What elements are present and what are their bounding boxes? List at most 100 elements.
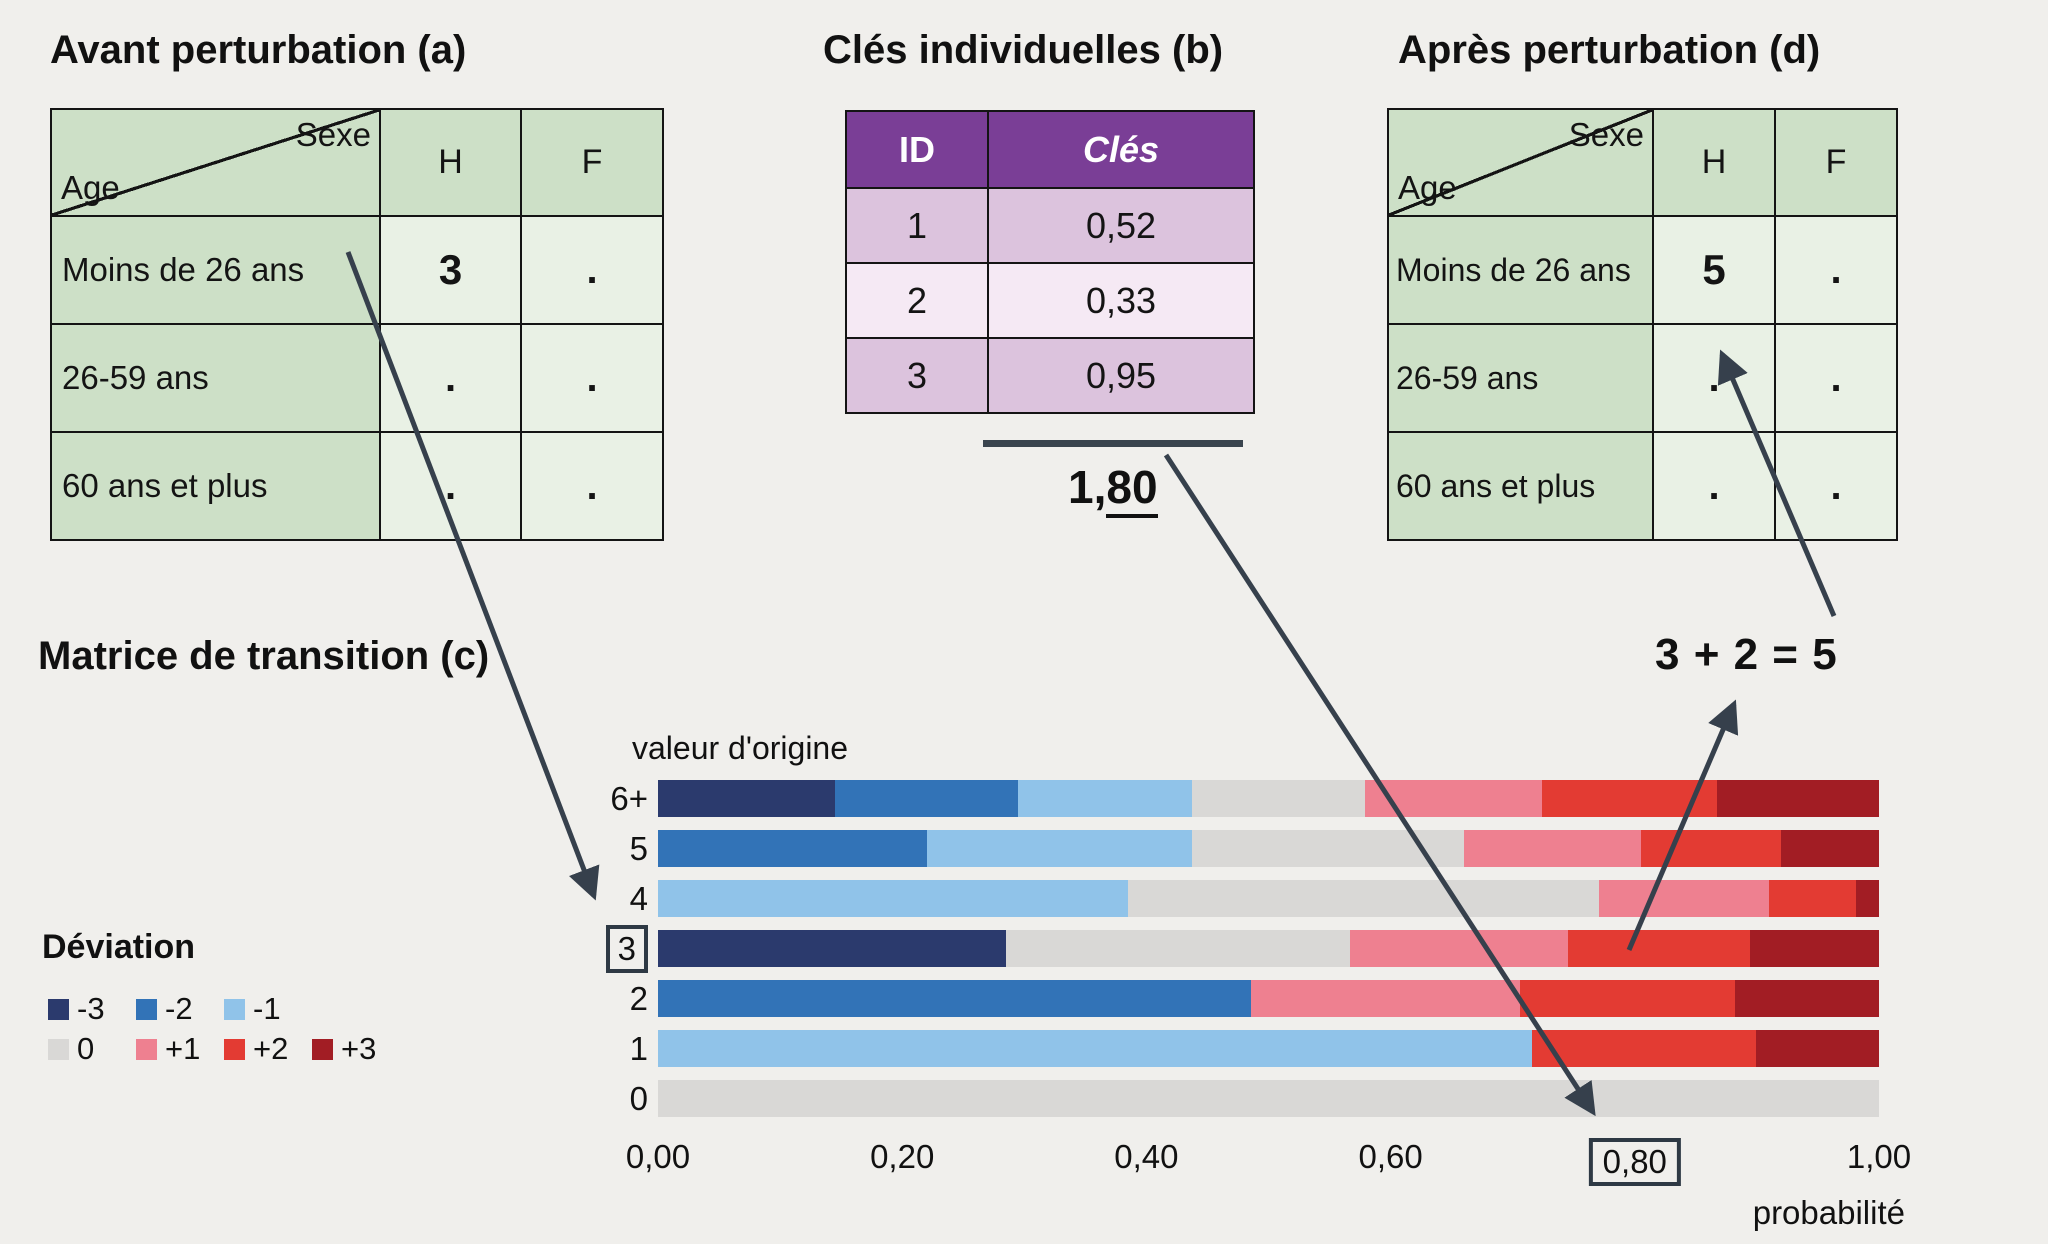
- row-label-text: 5: [629, 829, 648, 867]
- col-header-h: H: [1652, 108, 1776, 217]
- x-tick-0,60: 0,60: [1358, 1138, 1422, 1176]
- bar-segment-dev+3: [1781, 830, 1879, 867]
- cell-id-1: 1: [845, 187, 989, 264]
- col-header-h: H: [379, 108, 522, 217]
- bar-row-label-4: 4: [553, 875, 648, 922]
- title-matrice-transition: Matrice de transition (c): [38, 634, 490, 678]
- legend-swatch--2: [136, 998, 157, 1020]
- bar-segment-dev-3: [658, 930, 1006, 967]
- bar-segment-dev-2: [658, 980, 1252, 1017]
- x-axis-ticks: 0,00 0,20 0,40 0,60 0,80 1,00: [626, 1138, 1911, 1198]
- title-avant-perturbation: Avant perturbation (a): [50, 28, 467, 72]
- bar-segment-dev+2: [1520, 980, 1735, 1017]
- tick-label: 0,00: [625, 1138, 691, 1175]
- cell-apres-moins26-f: .: [1774, 215, 1898, 325]
- col-header-cles: Clés: [987, 110, 1255, 189]
- legend-item-+1: +1: [136, 1031, 224, 1067]
- bar-segment-dev+3: [1734, 980, 1879, 1017]
- bar-segment-dev+2: [1532, 1030, 1756, 1067]
- bar-segment-dev+1: [1350, 930, 1568, 967]
- col-header-f: F: [1774, 108, 1898, 217]
- bar-segment-dev+3: [1716, 780, 1879, 817]
- row-label-text: 4: [629, 879, 648, 917]
- bar-segment-dev+1: [1251, 980, 1520, 1017]
- row-label-text: 1: [629, 1029, 648, 1067]
- row-label: 60 ans et plus: [1387, 431, 1654, 541]
- tick-label: 0,20: [870, 1138, 935, 1175]
- cell-avant-moins26-h: 3: [379, 215, 522, 325]
- x-tick-0,40: 0,40: [1114, 1138, 1178, 1176]
- legend-label: -2: [165, 991, 193, 1026]
- legend-item--2: -2: [136, 991, 224, 1027]
- bar-segment-dev-1: [1018, 780, 1192, 817]
- legend-swatch-+2: [224, 1038, 245, 1060]
- stacked-bar-6+: [658, 780, 1879, 817]
- bar-segment-dev0: [1005, 930, 1351, 967]
- cell-avant-60plus-f: .: [520, 431, 664, 541]
- row-label-text: 2: [629, 979, 648, 1017]
- legend-row-negative: -3 -2 -1: [48, 990, 312, 1028]
- table-apres-perturbation: Sexe Age H F Moins de 26 ans 5 . 26-59 a…: [1387, 108, 1898, 541]
- corner-label-age: Age: [1398, 169, 1457, 206]
- legend-swatch-+3: [312, 1038, 333, 1060]
- table-avant-perturbation: Sexe Age H F Moins de 26 ans 3 . 26-59 a…: [50, 108, 664, 541]
- cell-cle-3: 0,95: [987, 337, 1255, 414]
- legend-label: 0: [77, 1031, 95, 1066]
- cell-avant-2659-h: .: [379, 323, 522, 433]
- sum-value: 1,80: [1068, 460, 1158, 518]
- tick-label: 1,00: [1846, 1138, 1912, 1175]
- title-cles-individuelles: Clés individuelles (b): [823, 28, 1224, 72]
- cell-apres-2659-h: .: [1652, 323, 1776, 433]
- stacked-bar-5: [658, 830, 1879, 867]
- cell-avant-2659-f: .: [520, 323, 664, 433]
- bar-segment-dev-3: [658, 780, 836, 817]
- stacked-bar-2: [658, 980, 1879, 1017]
- corner-label-sexe: Sexe: [295, 116, 371, 153]
- bar-row-label-6+: 6+: [553, 775, 648, 822]
- bar-segment-dev+2: [1567, 930, 1750, 967]
- bar-segment-dev+3: [1749, 930, 1879, 967]
- bar-segment-dev-1: [658, 880, 1129, 917]
- stacked-bar-1: [658, 1030, 1879, 1067]
- row-label: Moins de 26 ans: [1387, 215, 1654, 325]
- legend-label: +3: [341, 1031, 377, 1066]
- chart-title: valeur d'origine: [632, 730, 849, 766]
- bar-row-label-5: 5: [553, 825, 648, 872]
- col-header-id: ID: [845, 110, 989, 189]
- row-label: 26-59 ans: [1387, 323, 1654, 433]
- cell-avant-60plus-h: .: [379, 431, 522, 541]
- table-cles-individuelles: ID Clés 1 0,52 2 0,33 3 0,95: [845, 110, 1255, 414]
- legend-swatch--3: [48, 998, 69, 1020]
- cell-id-2: 2: [845, 262, 989, 339]
- bar-row-label-0: 0: [553, 1075, 648, 1122]
- bar-segment-dev0: [658, 1080, 1879, 1117]
- legend-swatch-+1: [136, 1038, 157, 1060]
- bar-row-label-2: 2: [553, 975, 648, 1022]
- bar-segment-dev-2: [835, 780, 1019, 817]
- legend-swatch-0: [48, 1038, 69, 1060]
- bar-segment-dev+1: [1599, 880, 1770, 917]
- stacked-bar-0: [658, 1080, 1879, 1117]
- legend-title: Déviation: [42, 928, 196, 966]
- title-apres-perturbation: Après perturbation (d): [1398, 28, 1821, 72]
- row-label-text: 0: [629, 1079, 648, 1117]
- bar-segment-dev+1: [1463, 830, 1641, 867]
- bar-row-label-3: 3: [553, 924, 648, 973]
- stacked-bar-4: [658, 880, 1879, 917]
- bar-segment-dev-1: [926, 830, 1192, 867]
- bar-segment-dev+2: [1769, 880, 1856, 917]
- row-label: Moins de 26 ans: [50, 215, 381, 325]
- x-tick-0,80: 0,80: [1588, 1138, 1681, 1186]
- sum-rule-line: [983, 440, 1243, 447]
- cell-apres-60plus-h: .: [1652, 431, 1776, 541]
- bar-segment-dev0: [1191, 780, 1365, 817]
- legend-item-+3: +3: [312, 1031, 400, 1067]
- x-tick-0,00: 0,00: [626, 1138, 690, 1176]
- cell-apres-60plus-f: .: [1774, 431, 1898, 541]
- x-tick-1,00: 1,00: [1847, 1138, 1911, 1176]
- legend-item-0: 0: [48, 1031, 136, 1067]
- legend-row-positive: 0 +1 +2 +3: [48, 1030, 400, 1068]
- legend-item-+2: +2: [224, 1031, 312, 1067]
- bar-row-label-1: 1: [553, 1025, 648, 1072]
